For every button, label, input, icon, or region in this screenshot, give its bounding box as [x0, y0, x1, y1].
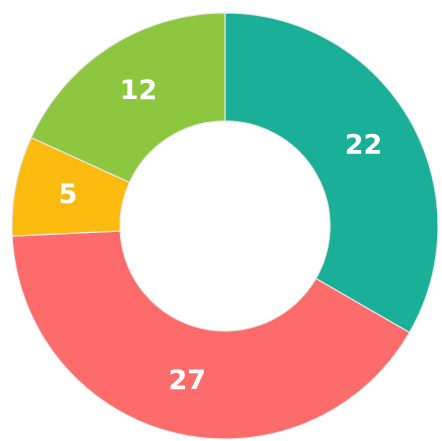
slice [30, 12, 226, 184]
data-label: 27 [168, 365, 206, 396]
slice [11, 230, 411, 440]
data-label: 22 [345, 130, 383, 161]
data-label: 5 [58, 179, 77, 210]
slice [224, 12, 439, 334]
data-label: 12 [120, 75, 158, 106]
